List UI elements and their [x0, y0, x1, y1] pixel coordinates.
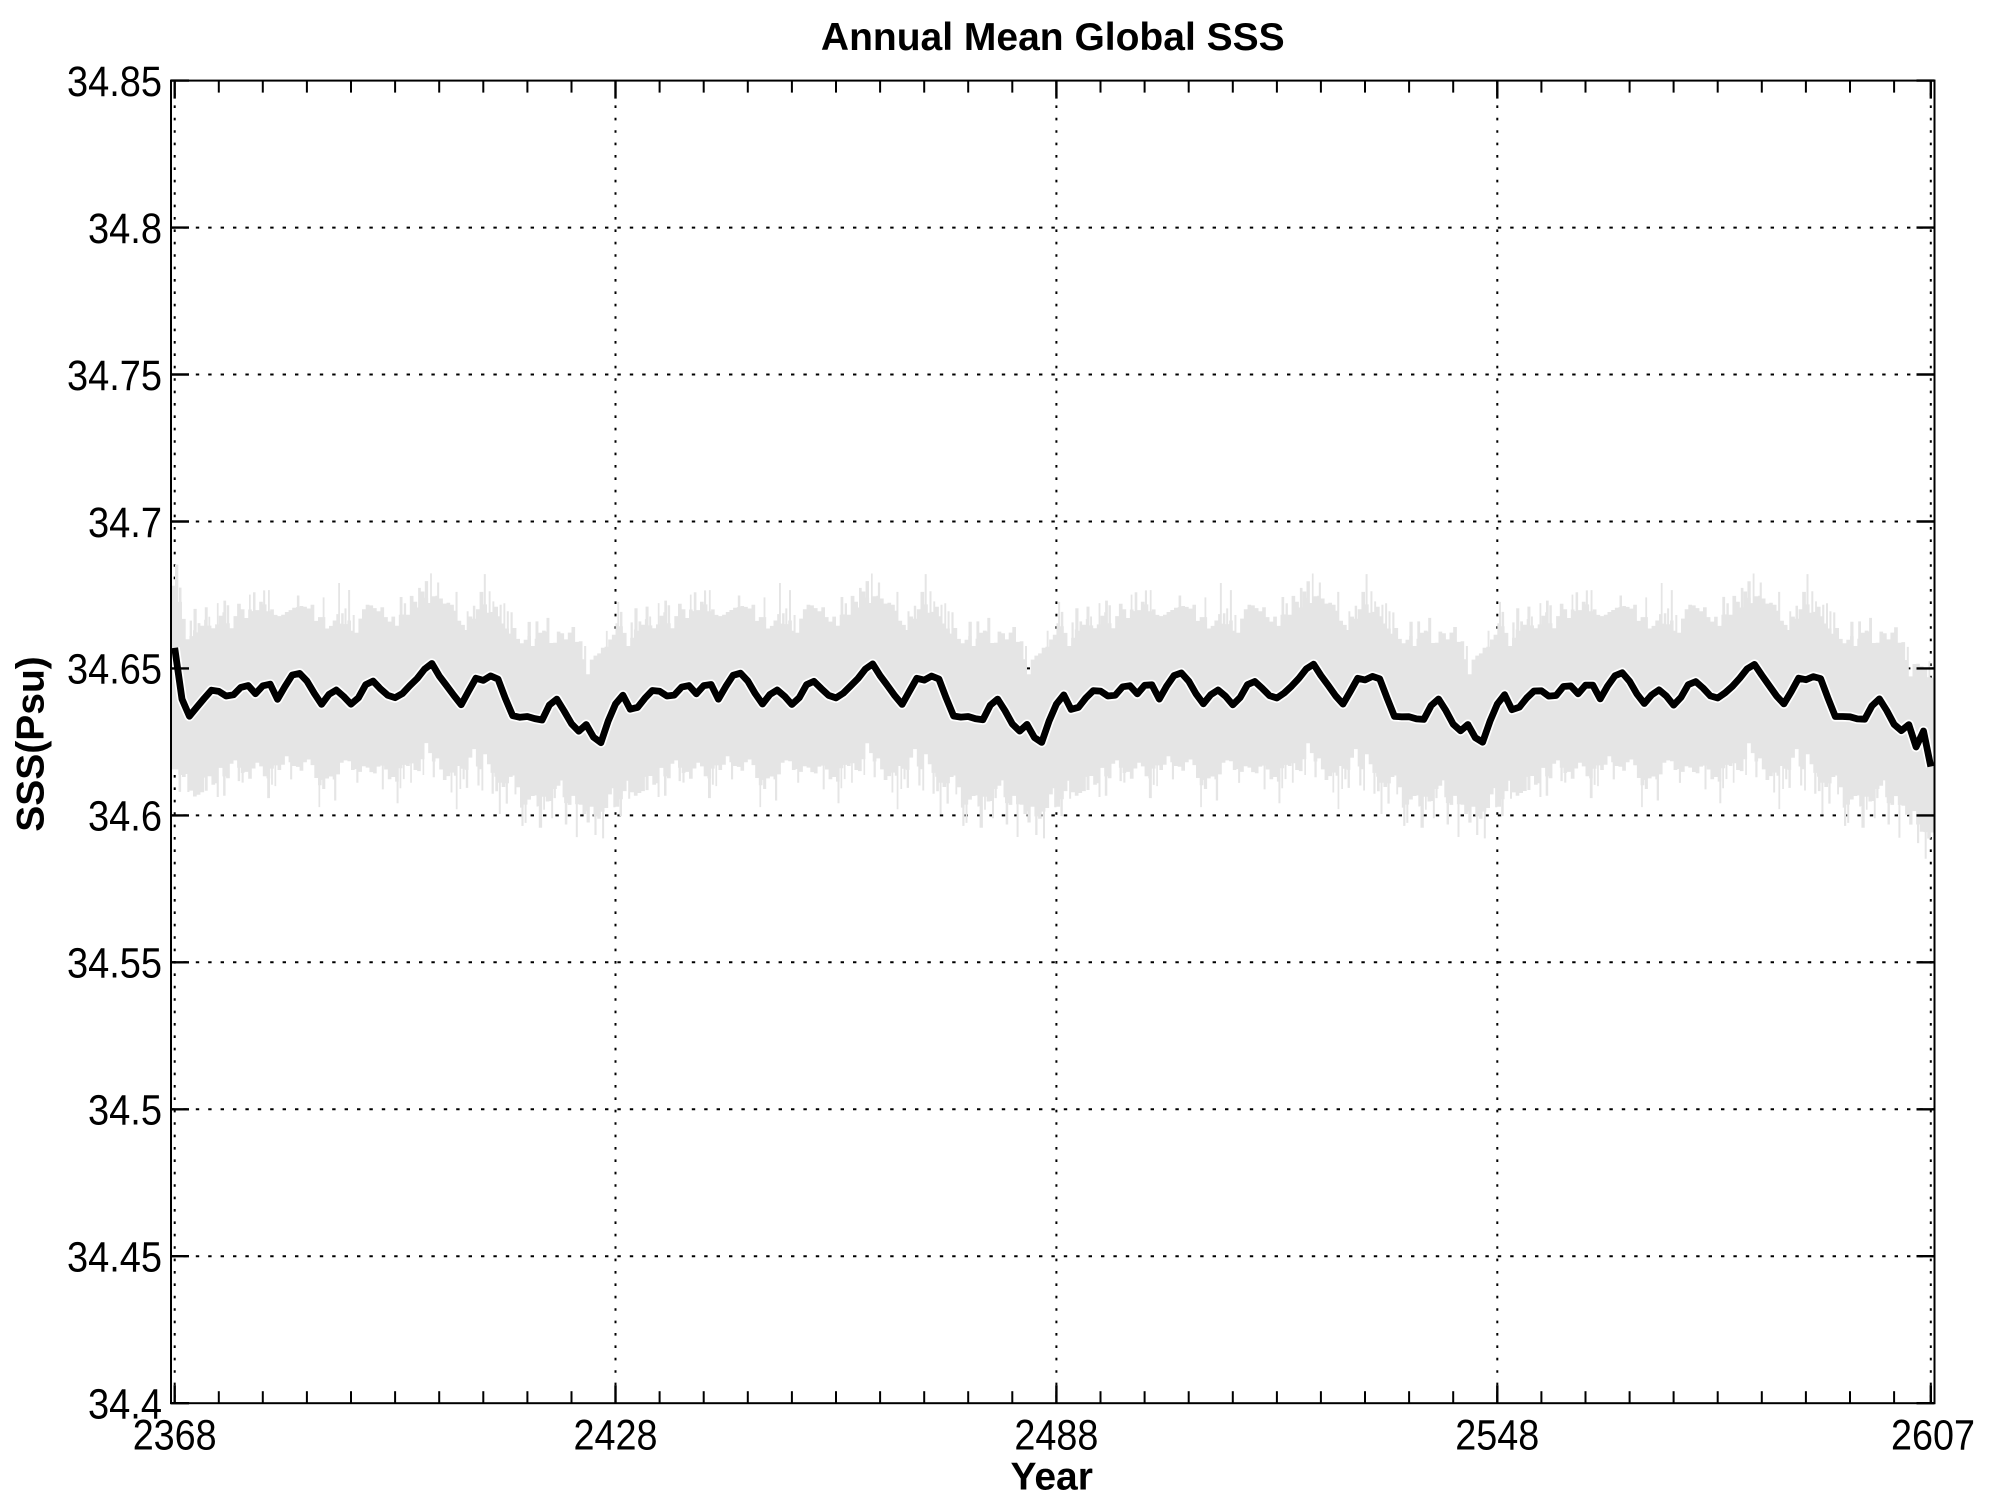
- svg-text:2607: 2607: [1891, 1412, 1975, 1460]
- svg-text:34.6: 34.6: [88, 793, 162, 841]
- svg-text:Year: Year: [1010, 1455, 1092, 1498]
- svg-text:34.45: 34.45: [67, 1234, 162, 1282]
- svg-text:34.5: 34.5: [88, 1087, 162, 1135]
- svg-text:2548: 2548: [1455, 1412, 1539, 1460]
- svg-text:34.4: 34.4: [88, 1381, 162, 1429]
- svg-text:2488: 2488: [1014, 1412, 1098, 1460]
- svg-text:2428: 2428: [574, 1412, 658, 1460]
- svg-text:34.85: 34.85: [67, 58, 162, 106]
- svg-text:34.7: 34.7: [88, 499, 162, 547]
- svg-text:Annual Mean Global SSS: Annual Mean Global SSS: [821, 16, 1285, 59]
- svg-text:34.55: 34.55: [67, 940, 162, 988]
- svg-text:34.65: 34.65: [67, 646, 162, 694]
- svg-text:34.75: 34.75: [67, 352, 162, 400]
- svg-text:SSS(Psu): SSS(Psu): [10, 656, 53, 832]
- svg-text:2368: 2368: [133, 1412, 217, 1460]
- svg-text:34.8: 34.8: [88, 205, 162, 253]
